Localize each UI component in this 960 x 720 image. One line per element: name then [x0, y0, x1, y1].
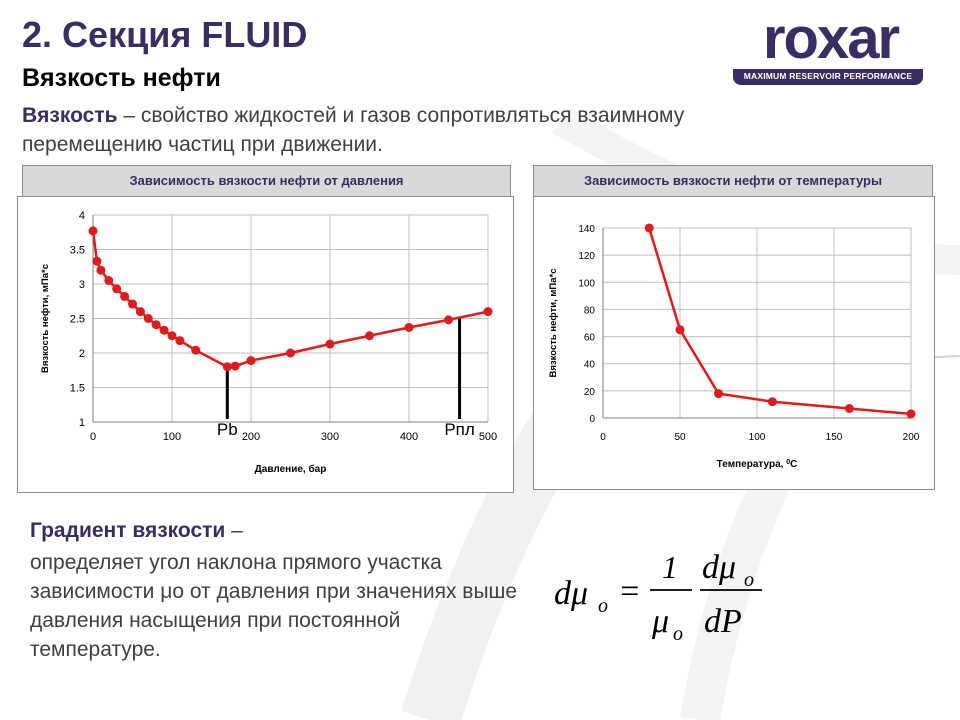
logo-wordmark: roxar — [762, 6, 900, 71]
data-point — [906, 409, 916, 419]
annotation-label: Рпл — [444, 420, 474, 439]
x-tick-label: 100 — [749, 432, 766, 443]
page-title: 2. Секция FLUID — [22, 14, 308, 55]
formula-den1-sub: o — [673, 623, 683, 645]
y-tick-label: 20 — [584, 387, 596, 398]
x-tick-label: 100 — [163, 431, 181, 443]
y-axis-label: Вязкость нефти, мПа*с — [548, 269, 559, 378]
logo-tagline-bar — [733, 69, 923, 85]
y-tick-label: 2.5 — [70, 314, 85, 326]
x-tick-label: 300 — [321, 431, 339, 443]
data-point — [167, 331, 177, 341]
gradient-dash: – — [225, 519, 243, 542]
data-point — [325, 339, 335, 349]
data-point — [96, 265, 106, 275]
y-tick-label: 120 — [578, 251, 595, 262]
x-tick-label: 0 — [600, 432, 606, 443]
annotation-label: Pb — [217, 420, 238, 439]
y-tick-label: 4 — [79, 210, 85, 222]
chart-temperature-title: Зависимость вязкости нефти от температур… — [533, 165, 933, 197]
data-point — [104, 276, 114, 286]
x-tick-label: 500 — [479, 431, 497, 443]
formula-lhs: dμ — [554, 575, 588, 612]
chart-pressure: 0 100 200 300 400 500 1 1.5 2 2.5 3 3.5 4 Pb Рпл Давлен… — [40, 210, 497, 475]
chart-pressure-frame: 0 100 200 300 400 500 1 1.5 2 2.5 3 3.5 4 Pb Рпл Давлен… — [17, 196, 514, 493]
data-point — [128, 299, 137, 309]
formula-equals: = — [618, 573, 641, 610]
gradient-heading: Градиент вязкости – — [30, 519, 243, 543]
y-tick-label: 3 — [79, 279, 85, 291]
y-tick-label: 80 — [584, 305, 596, 316]
x-tick-label: 200 — [903, 432, 920, 443]
data-point — [135, 307, 145, 317]
data-point — [191, 345, 201, 355]
data-point — [88, 226, 98, 236]
y-tick-label: 2 — [79, 348, 85, 360]
formula-den2: dP — [704, 603, 742, 640]
data-point — [230, 361, 240, 371]
data-point — [404, 322, 414, 332]
data-point — [222, 362, 232, 372]
data-point — [483, 307, 493, 317]
data-point — [767, 397, 777, 407]
definition-text: – свойство жидкостей и газов сопротивлят… — [22, 104, 685, 156]
data-point — [844, 404, 854, 413]
data-point — [175, 336, 185, 346]
formula-num1: 1 — [662, 549, 678, 585]
series-line — [648, 227, 912, 416]
definition-term: Вязкость — [22, 104, 118, 127]
data-point — [675, 325, 685, 335]
formula-num2: dμ — [702, 549, 736, 586]
chart-pressure-title: Зависимость вязкости нефти от давления — [22, 165, 511, 197]
data-point — [143, 314, 153, 323]
x-tick-label: 50 — [674, 432, 686, 443]
data-point — [120, 291, 130, 301]
logo-tagline: MAXIMUM RESERVOIR PERFORMANCE — [743, 71, 913, 81]
page-subtitle: Вязкость нефти — [22, 64, 221, 92]
data-point — [92, 256, 102, 266]
y-tick-label: 100 — [578, 278, 595, 289]
x-tick-label: 200 — [242, 431, 260, 443]
y-tick-label: 60 — [584, 333, 596, 344]
data-point — [286, 348, 295, 358]
y-tick-label: 1.5 — [70, 383, 85, 395]
x-tick-label: 0 — [90, 431, 96, 443]
viscosity-definition: Вязкость – свойство жидкостей и газов со… — [22, 101, 822, 159]
y-tick-label: 1 — [79, 417, 85, 429]
data-point — [159, 325, 169, 335]
gradient-term: Градиент вязкости — [30, 519, 226, 542]
gradient-description: определяет угол наклона прямого участка … — [30, 551, 518, 661]
y-tick-label: 3.5 — [70, 245, 85, 257]
y-tick-label: 140 — [578, 224, 595, 235]
y-tick-label: 0 — [589, 414, 595, 425]
data-point — [151, 320, 161, 330]
data-point — [444, 315, 453, 325]
data-point — [246, 356, 256, 366]
y-axis-label: Вязкость нефти, мПа*с — [40, 264, 51, 373]
chart-temperature: 0 50 100 150 200 0 20 40 60 80 100 120 140 Температур… — [548, 223, 920, 471]
roxar-logo: roxar MAXIMUM RESERVOIR PERFORMANCE — [733, 6, 928, 89]
x-axis-label: Температура, 0C — [717, 459, 798, 471]
viscosity-gradient-formula: dμ o = 1 μ o dμ o dP — [554, 549, 762, 645]
formula-den1: μ — [651, 603, 669, 640]
y-tick-label: 40 — [584, 360, 596, 371]
x-tick-label: 150 — [826, 432, 843, 443]
x-tick-label: 400 — [400, 431, 418, 443]
data-point — [112, 284, 122, 294]
formula-num2-sub: o — [744, 569, 754, 591]
formula-lhs-sub: o — [598, 595, 608, 617]
chart-temperature-frame: 0 50 100 150 200 0 20 40 60 80 100 120 140 Температур… — [533, 196, 935, 490]
data-point — [365, 331, 374, 341]
series-line — [91, 230, 489, 369]
data-point — [714, 389, 723, 399]
data-point — [644, 223, 654, 233]
x-axis-label: Давление, бар — [255, 463, 327, 475]
